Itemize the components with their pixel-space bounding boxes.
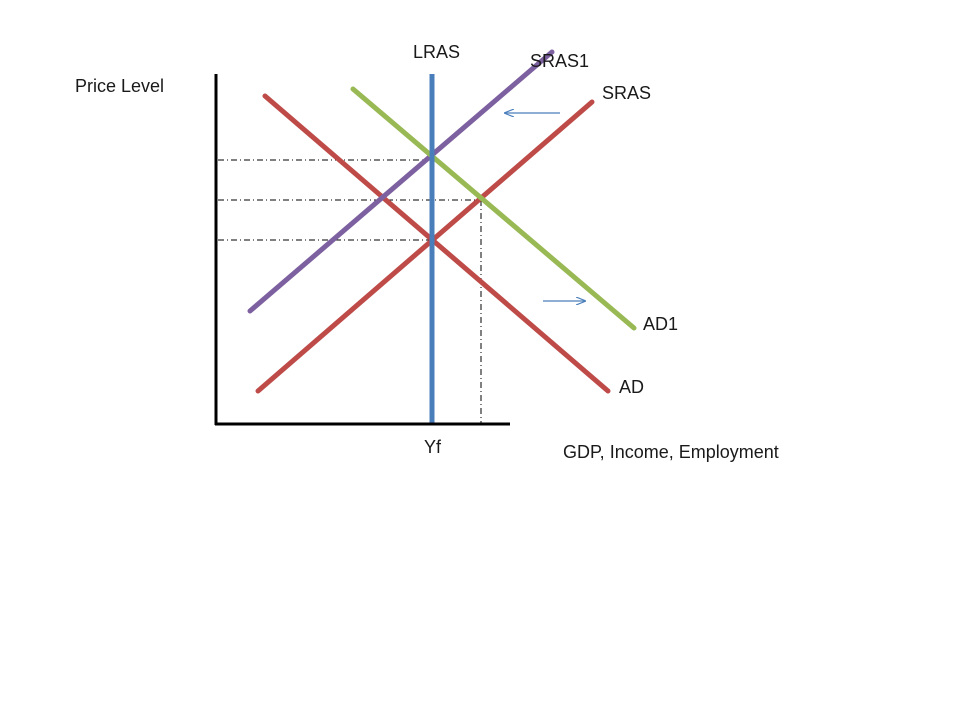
x-axis-label: GDP, Income, Employment: [563, 442, 779, 462]
y-axis-label: Price Level: [75, 76, 164, 96]
ad-label: AD: [619, 377, 644, 397]
yf-label: Yf: [424, 437, 442, 457]
lras-label: LRAS: [413, 42, 460, 62]
axes: [214, 74, 510, 426]
ad1-curve: [350, 86, 637, 331]
ad1-label: AD1: [643, 314, 678, 334]
sras1-curve: [247, 49, 555, 314]
sras1-label: SRAS1: [530, 51, 589, 71]
sras-curve: [255, 99, 595, 394]
guide-lines: [218, 159, 482, 424]
ad-curve: [262, 93, 611, 394]
sras-label: SRAS: [602, 83, 651, 103]
